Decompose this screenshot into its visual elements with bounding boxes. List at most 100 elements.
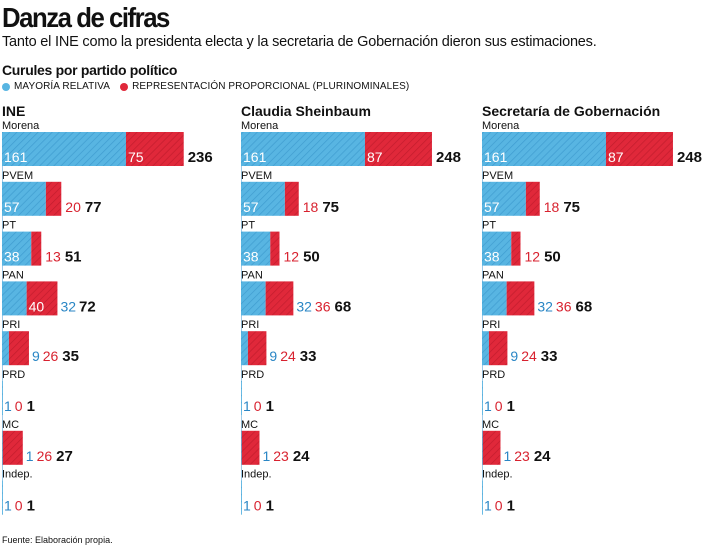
bar-rp: [8, 331, 29, 366]
value-total: 75: [322, 199, 339, 216]
party-label: PRI: [2, 319, 20, 331]
group-title: Claudia Sheinbaum: [241, 103, 371, 119]
value-mayoria: 1: [4, 498, 12, 514]
value-rp: 0: [15, 398, 23, 414]
value-total: 248: [436, 149, 461, 166]
value-total: 1: [27, 398, 35, 415]
legend-swatch-rp: [120, 83, 129, 91]
value-mayoria: 1: [262, 448, 270, 464]
value-rp: 0: [15, 498, 23, 514]
legend-label-mayoria: MAYORÍA RELATIVA: [14, 81, 111, 92]
party-label: Morena: [482, 120, 520, 132]
bar-rp: [247, 331, 267, 366]
party-label: PVEM: [482, 170, 513, 182]
value-rp: 0: [495, 398, 503, 414]
value-rp: 0: [254, 398, 262, 414]
bar-mayoria: [482, 281, 507, 316]
value-total: 1: [27, 498, 35, 515]
value-mayoria: 1: [503, 448, 511, 464]
bar-rp: [26, 281, 58, 316]
bar-rp: [265, 281, 294, 316]
party-label: PRI: [241, 319, 259, 331]
value-total: 50: [303, 249, 320, 266]
value-total: 248: [677, 149, 702, 166]
value-total: 77: [85, 199, 102, 216]
party-label: Indep.: [241, 469, 272, 481]
value-mayoria: 57: [4, 199, 20, 215]
chart-title: Danza de cifras: [2, 2, 170, 33]
bar-mayoria: [482, 480, 483, 515]
value-rp: 20: [65, 199, 81, 215]
value-mayoria: 32: [537, 298, 553, 314]
value-total: 1: [507, 398, 515, 415]
value-mayoria: 1: [26, 448, 34, 464]
value-mayoria: 57: [484, 199, 500, 215]
value-mayoria: 38: [243, 249, 259, 265]
bar-mayoria: [482, 381, 483, 415]
value-rp: 26: [43, 348, 59, 364]
bar-mayoria: [2, 430, 3, 465]
bar-mayoria: [241, 331, 248, 366]
bar-mayoria: [482, 331, 489, 366]
party-label: Indep.: [2, 469, 33, 481]
party-label: PVEM: [2, 170, 33, 182]
bar-mayoria: [241, 231, 271, 266]
bar-rp: [506, 281, 535, 316]
bar-mayoria: [241, 480, 242, 515]
value-total: 33: [541, 348, 558, 365]
bar-mayoria: [2, 181, 46, 216]
bar-mayoria: [241, 381, 242, 415]
value-total: 1: [266, 498, 274, 515]
value-total: 1: [266, 398, 274, 415]
value-rp: 75: [128, 149, 144, 165]
bar-mayoria: [241, 132, 365, 166]
value-total: 75: [563, 199, 580, 216]
bar-rp: [488, 331, 508, 366]
source-note: Fuente: Elaboración propia.: [2, 535, 113, 545]
legend-item-rp: REPRESENTACIÓN PROPORCIONAL (PLURINOMINA…: [120, 80, 409, 94]
value-mayoria: 1: [4, 398, 12, 414]
bar-rp: [31, 231, 42, 266]
bar-rp: [284, 181, 299, 216]
bar-mayoria: [241, 430, 242, 465]
legend: MAYORÍA RELATIVA REPRESENTACIÓN PROPORCI…: [2, 80, 419, 94]
value-total: 27: [56, 448, 73, 465]
party-label: PVEM: [241, 170, 272, 182]
group-title: Secretaría de Gobernación: [482, 103, 660, 119]
party-label: MC: [241, 419, 258, 431]
bar-mayoria: [482, 181, 526, 216]
value-mayoria: 1: [484, 398, 492, 414]
value-mayoria: 38: [4, 249, 20, 265]
bar-mayoria: [241, 281, 266, 316]
value-mayoria: 9: [32, 348, 40, 364]
party-label: PRD: [241, 369, 264, 381]
bar-mayoria: [482, 430, 483, 465]
value-rp: 0: [254, 498, 262, 514]
party-label: PT: [2, 220, 16, 232]
party-label: PAN: [2, 269, 24, 281]
value-mayoria: 9: [510, 348, 518, 364]
value-mayoria: 32: [296, 298, 312, 314]
bar-mayoria: [2, 480, 3, 515]
value-rp: 18: [303, 199, 319, 215]
bar-mayoria: [482, 231, 512, 266]
value-mayoria: 161: [243, 149, 267, 165]
party-label: Indep.: [482, 469, 513, 481]
value-rp: 36: [556, 298, 572, 314]
value-total: 33: [300, 348, 317, 365]
legend-swatch-mayoria: [2, 83, 10, 91]
bar-rp: [511, 231, 521, 266]
value-total: 68: [575, 298, 592, 315]
value-rp: 26: [37, 448, 53, 464]
bar-rp: [525, 181, 540, 216]
value-mayoria: 1: [484, 498, 492, 514]
chart-subtitle: Tanto el INE como la presidenta electa y…: [2, 34, 597, 50]
group-title: INE: [2, 103, 25, 119]
value-mayoria: 38: [484, 249, 500, 265]
value-mayoria: 9: [269, 348, 277, 364]
bar-rp: [270, 231, 280, 266]
value-total: 50: [544, 249, 561, 266]
legend-label-rp: REPRESENTACIÓN PROPORCIONAL (PLURINOMINA…: [132, 81, 410, 92]
party-label: PT: [482, 220, 496, 232]
